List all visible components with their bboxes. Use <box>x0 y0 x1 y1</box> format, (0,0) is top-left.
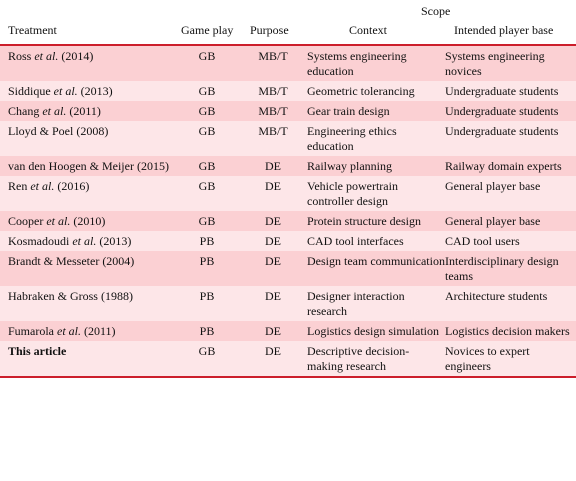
intended-column-header: Intended player base <box>454 23 554 37</box>
intended-player-base-cell: Novices to expert engineers <box>445 341 576 376</box>
treatment-cell: Fumarola et al. (2011) <box>0 321 175 341</box>
context-cell: Descriptive decision-making research <box>307 341 445 376</box>
treatment-cell: Ross et al. (2014) <box>0 46 175 81</box>
gameplay-cell: PB <box>175 321 239 341</box>
gameplay-cell: PB <box>175 251 239 286</box>
context-cell: Logistics design simulation <box>307 321 445 341</box>
gameplay-cell: GB <box>175 176 239 211</box>
table-row: Habraken & Gross (1988) PB DE Designer inte… <box>0 286 576 321</box>
purpose-cell: DE <box>239 321 307 341</box>
context-cell: Gear train design <box>307 101 445 121</box>
context-cell: Designer interaction research <box>307 286 445 321</box>
gameplay-cell: PB <box>175 231 239 251</box>
treatment-cell: Lloyd & Poel (2008) <box>0 121 175 156</box>
purpose-cell: DE <box>239 176 307 211</box>
intended-player-base-cell: Systems engineering novices <box>445 46 576 81</box>
table-header: Treatment Game play Purpose Context Inte… <box>0 22 576 44</box>
gameplay-cell: GB <box>175 341 239 376</box>
table-row: Lloyd & Poel (2008) GB MB/T Engineering eth… <box>0 121 576 156</box>
context-cell: Systems engineering education <box>307 46 445 81</box>
intended-player-base-cell: Interdisciplinary design teams <box>445 251 576 286</box>
intended-player-base-cell: General player base <box>445 211 576 231</box>
purpose-cell: DE <box>239 251 307 286</box>
treatment-cell: Chang et al. (2011) <box>0 101 175 121</box>
intended-player-base-cell: Undergraduate students <box>445 121 576 156</box>
context-cell: Geometric tolerancing <box>307 81 445 101</box>
intended-player-base-cell: CAD tool users <box>445 231 576 251</box>
gameplay-cell: GB <box>175 101 239 121</box>
table-row: Siddique et al. (2013) GB MB/T Geometric to… <box>0 81 576 101</box>
purpose-cell: MB/T <box>239 121 307 156</box>
context-cell: Railway planning <box>307 156 445 176</box>
table-row: Ross et al. (2014) GB MB/T Systems engineer… <box>0 46 576 81</box>
gameplay-cell: GB <box>175 121 239 156</box>
header-rule <box>0 44 576 46</box>
table-row: Kosmadoudi et al. (2013) PB DE CAD tool int… <box>0 231 576 251</box>
intended-player-base-cell: Undergraduate students <box>445 81 576 101</box>
context-cell: Vehicle powertrain controller design <box>307 176 445 211</box>
treatment-cell: Siddique et al. (2013) <box>0 81 175 101</box>
context-cell: Engineering ethics education <box>307 121 445 156</box>
table-row: van den Hoogen & Meijer (2015) GB DE Railwa… <box>0 156 576 176</box>
gameplay-cell: GB <box>175 46 239 81</box>
scope-group-header: Scope <box>421 4 451 18</box>
context-column-header: Context <box>349 23 387 37</box>
treatment-cell: This article <box>0 341 175 376</box>
table-row: Fumarola et al. (2011) PB DE Logistics desi… <box>0 321 576 341</box>
context-cell: CAD tool interfaces <box>307 231 445 251</box>
gameplay-cell: PB <box>175 286 239 321</box>
purpose-column-header: Purpose <box>250 23 289 37</box>
table-row: Cooper et al. (2010) GB DE Protein structur… <box>0 211 576 231</box>
table-row: Brandt & Messeter (2004) PB DE Design team … <box>0 251 576 286</box>
purpose-cell: DE <box>239 341 307 376</box>
table-row: Ren et al. (2016) GB DE Vehicle powertrain … <box>0 176 576 211</box>
treatment-cell: Cooper et al. (2010) <box>0 211 175 231</box>
purpose-cell: DE <box>239 231 307 251</box>
gameplay-cell: GB <box>175 81 239 101</box>
treatment-cell: Ren et al. (2016) <box>0 176 175 211</box>
treatment-cell: Brandt & Messeter (2004) <box>0 251 175 286</box>
purpose-cell: MB/T <box>239 101 307 121</box>
treatment-cell: Habraken & Gross (1988) <box>0 286 175 321</box>
purpose-cell: DE <box>239 211 307 231</box>
table-row: Chang et al. (2011) GB MB/T Gear train desi… <box>0 101 576 121</box>
intended-player-base-cell: Logistics decision makers <box>445 321 576 341</box>
intended-player-base-cell: Railway domain experts <box>445 156 576 176</box>
comparison-table: Ross et al. (2014) GB MB/T Systems engineer… <box>0 46 576 376</box>
treatment-cell: van den Hoogen & Meijer (2015) <box>0 156 175 176</box>
purpose-cell: DE <box>239 156 307 176</box>
intended-player-base-cell: Undergraduate students <box>445 101 576 121</box>
intended-player-base-cell: General player base <box>445 176 576 211</box>
gameplay-column-header: Game play <box>181 23 234 37</box>
gameplay-cell: GB <box>175 211 239 231</box>
context-cell: Protein structure design <box>307 211 445 231</box>
intended-player-base-cell: Architecture students <box>445 286 576 321</box>
footer-rule <box>0 376 576 378</box>
context-cell: Design team communication <box>307 251 445 286</box>
gameplay-cell: GB <box>175 156 239 176</box>
treatment-cell: Kosmadoudi et al. (2013) <box>0 231 175 251</box>
purpose-cell: MB/T <box>239 81 307 101</box>
treatment-column-header: Treatment <box>8 23 57 37</box>
table-row: This article GB DE Descriptive decision-mak… <box>0 341 576 376</box>
purpose-cell: MB/T <box>239 46 307 81</box>
purpose-cell: DE <box>239 286 307 321</box>
